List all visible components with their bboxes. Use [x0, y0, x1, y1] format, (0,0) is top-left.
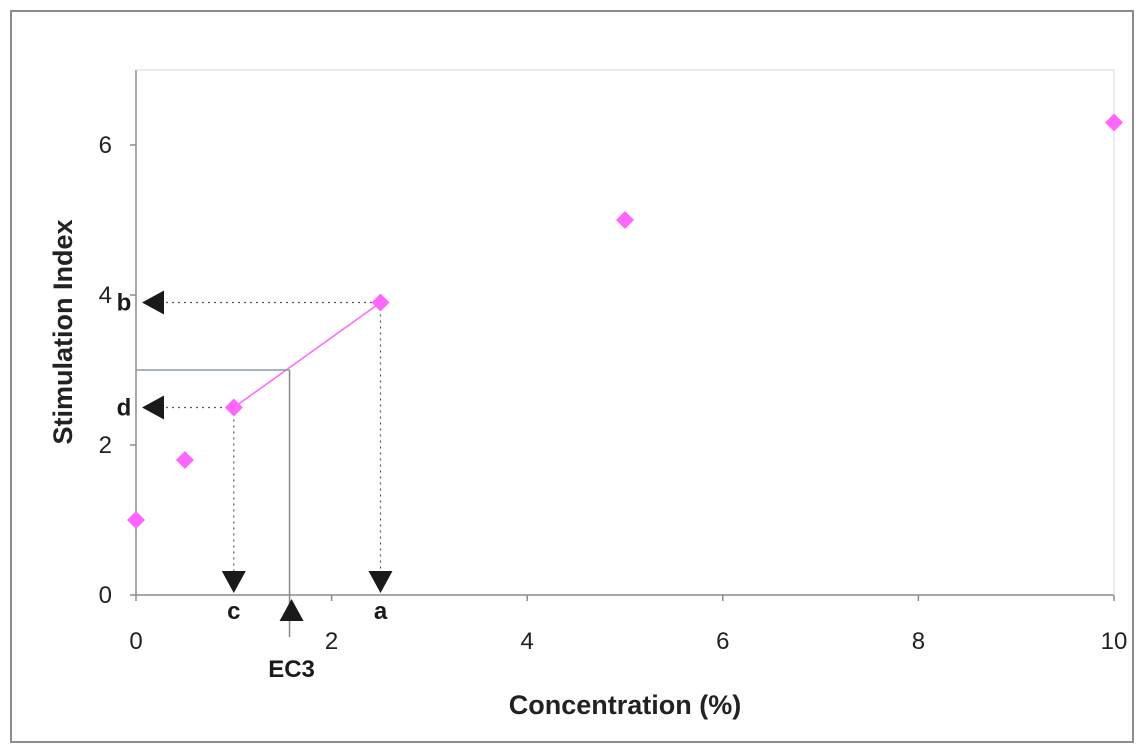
data-point — [616, 211, 634, 229]
y-tick-label: 0 — [99, 582, 112, 609]
x-tick-label: 8 — [912, 628, 925, 655]
y-axis-title: Stimulation Index — [48, 219, 78, 444]
guide-lines-group — [136, 301, 382, 637]
marker-b-label: b — [117, 290, 132, 317]
x-tick-label: 0 — [129, 628, 142, 655]
y-tick-label: 4 — [99, 282, 112, 309]
x-axis-title: Concentration (%) — [509, 690, 742, 720]
annotation-markers-group: a c b d EC3 — [117, 290, 393, 683]
y-tick-label: 2 — [99, 432, 112, 459]
x-tick-label: 2 — [325, 628, 338, 655]
chart-frame: 0 2 4 6 8 10 0 2 4 6 a c b d EC3 Concentration (%) St… — [10, 10, 1134, 743]
data-point — [175, 451, 194, 469]
x-tick-label: 6 — [716, 628, 729, 655]
marker-ec3-label: EC3 — [268, 656, 315, 683]
data-point — [371, 293, 390, 312]
interpolation-segment — [233, 301, 381, 409]
data-point — [224, 398, 243, 417]
scatter-chart: 0 2 4 6 8 10 0 2 4 6 a c b d EC3 Concentration (%) St… — [48, 69, 1128, 720]
marker-d-arrow — [142, 395, 164, 420]
ticks-group: 0 2 4 6 8 10 0 2 4 6 — [99, 132, 1128, 655]
marker-ec3-arrow — [279, 599, 304, 621]
y-tick-label: 6 — [99, 132, 112, 159]
x-tick-label: 4 — [521, 628, 534, 655]
marker-b-arrow — [142, 290, 164, 315]
marker-d-label: d — [117, 395, 132, 422]
data-point — [127, 511, 145, 529]
marker-c-arrow — [221, 571, 246, 593]
data-points-group — [127, 113, 1123, 529]
marker-a-arrow — [368, 571, 393, 593]
data-point — [1105, 113, 1123, 132]
x-tick-label: 10 — [1101, 628, 1128, 655]
marker-a-label: a — [374, 598, 388, 625]
marker-c-label: c — [227, 598, 240, 625]
